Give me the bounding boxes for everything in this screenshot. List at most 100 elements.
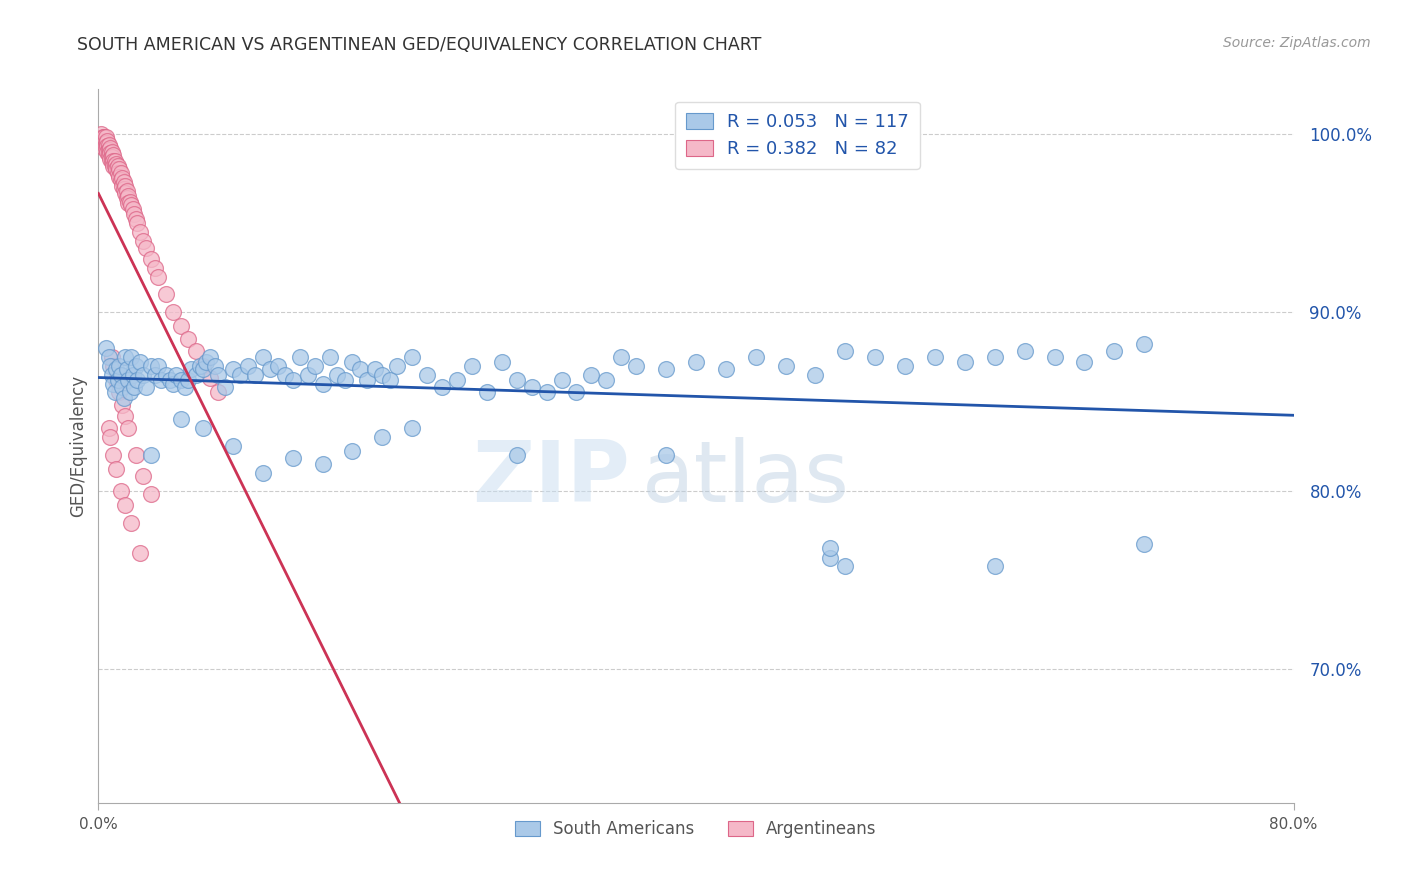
Point — [342, 444, 364, 458]
Point — [120, 198, 142, 212]
Point — [565, 385, 588, 400]
Point — [200, 350, 222, 364]
Point — [200, 371, 222, 385]
Point — [115, 191, 138, 205]
Point — [655, 362, 678, 376]
Point — [97, 421, 120, 435]
Point — [177, 373, 200, 387]
Point — [104, 153, 127, 168]
Point — [536, 385, 558, 400]
Text: SOUTH AMERICAN VS ARGENTINEAN GED/EQUIVALENCY CORRELATION CHART: SOUTH AMERICAN VS ARGENTINEAN GED/EQUIVA… — [77, 36, 762, 54]
Point — [132, 234, 155, 248]
Point — [91, 130, 114, 145]
Point — [177, 332, 200, 346]
Point — [820, 551, 842, 566]
Point — [401, 350, 423, 364]
Point — [104, 385, 127, 400]
Point — [108, 385, 131, 400]
Point — [101, 150, 124, 164]
Point — [120, 350, 142, 364]
Point — [105, 373, 128, 387]
Point — [103, 153, 125, 168]
Point — [191, 421, 214, 435]
Point — [834, 344, 856, 359]
Point — [894, 359, 917, 373]
Point — [288, 350, 311, 364]
Point — [191, 362, 214, 376]
Point — [1133, 537, 1156, 551]
Legend: South Americans, Argentineans: South Americans, Argentineans — [509, 814, 883, 845]
Point — [135, 241, 157, 255]
Point — [159, 373, 181, 387]
Point — [281, 373, 304, 387]
Point — [98, 430, 122, 444]
Point — [132, 469, 155, 483]
Point — [349, 362, 371, 376]
Point — [103, 448, 125, 462]
Point — [169, 373, 191, 387]
Point — [491, 355, 513, 369]
Point — [111, 178, 134, 193]
Point — [105, 157, 128, 171]
Point — [364, 362, 387, 376]
Point — [91, 134, 114, 148]
Text: atlas: atlas — [643, 436, 851, 520]
Point — [103, 148, 125, 162]
Point — [311, 376, 333, 391]
Point — [118, 385, 141, 400]
Point — [416, 368, 439, 382]
Point — [129, 355, 152, 369]
Point — [135, 380, 157, 394]
Point — [820, 541, 842, 555]
Point — [101, 350, 124, 364]
Point — [252, 466, 274, 480]
Point — [96, 145, 118, 159]
Point — [1043, 350, 1066, 364]
Point — [162, 376, 184, 391]
Point — [107, 373, 129, 387]
Point — [595, 373, 617, 387]
Point — [581, 368, 603, 382]
Point — [105, 462, 128, 476]
Point — [98, 146, 122, 161]
Point — [93, 141, 115, 155]
Point — [1073, 355, 1095, 369]
Point — [107, 166, 129, 180]
Point — [550, 373, 572, 387]
Point — [775, 359, 797, 373]
Point — [475, 385, 498, 400]
Point — [924, 350, 946, 364]
Point — [319, 350, 342, 364]
Point — [129, 546, 152, 560]
Point — [371, 430, 394, 444]
Point — [101, 155, 124, 169]
Point — [984, 558, 1007, 573]
Point — [191, 359, 214, 373]
Point — [121, 202, 143, 216]
Point — [834, 558, 856, 573]
Point — [204, 359, 226, 373]
Point — [304, 359, 326, 373]
Point — [180, 362, 202, 376]
Point — [274, 368, 297, 382]
Point — [184, 344, 207, 359]
Point — [129, 225, 152, 239]
Point — [174, 380, 197, 394]
Point — [97, 148, 120, 162]
Point — [520, 380, 543, 394]
Point — [117, 196, 139, 211]
Point — [139, 359, 162, 373]
Point — [108, 162, 131, 177]
Point — [120, 516, 142, 530]
Point — [94, 141, 117, 155]
Point — [114, 186, 136, 200]
Point — [121, 368, 143, 382]
Point — [107, 159, 129, 173]
Point — [378, 373, 401, 387]
Point — [114, 498, 136, 512]
Y-axis label: GED/Equivalency: GED/Equivalency — [69, 375, 87, 517]
Point — [132, 368, 155, 382]
Point — [117, 421, 139, 435]
Point — [506, 448, 529, 462]
Point — [804, 368, 827, 382]
